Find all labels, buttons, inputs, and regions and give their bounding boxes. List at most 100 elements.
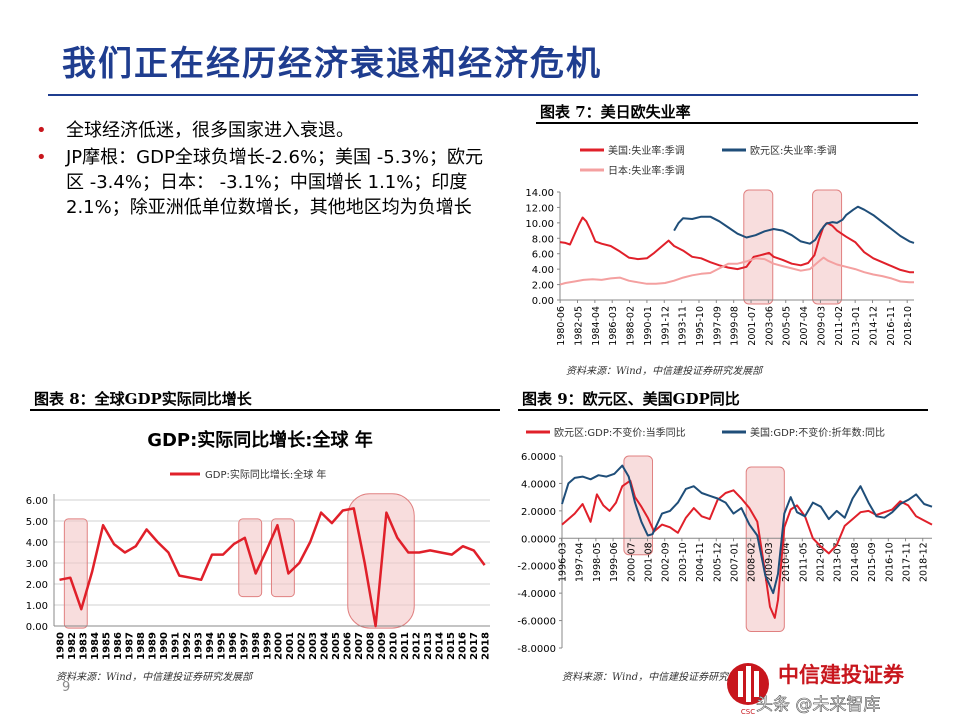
- legend-label: 欧元区:GDP:不变价:当季同比: [554, 426, 686, 439]
- y-tick-label: 2.00: [532, 281, 554, 292]
- legend-label: 日本:失业率:季调: [608, 164, 685, 177]
- x-tick-label: 1986-03: [608, 306, 619, 346]
- x-tick-label: 1991-12: [660, 306, 671, 346]
- x-tick-label: 2010-04: [781, 542, 792, 582]
- bullet-dot-icon: •: [36, 147, 47, 168]
- series-line: [561, 479, 933, 619]
- x-tick-label: 2013-01: [851, 306, 862, 346]
- y-tick-label: 3.00: [26, 559, 48, 570]
- x-tick-label: 2009-03: [816, 306, 827, 346]
- fig8-source: 资料来源：Wind，中信建投证券研究发展部: [56, 672, 253, 683]
- y-tick-label: 1.00: [26, 601, 48, 612]
- title-divider: [48, 94, 918, 96]
- x-tick-label: 2004: [320, 632, 331, 660]
- series-line: [673, 205, 915, 245]
- legend-label: 美国:GDP:不变价:折年数:同比: [750, 426, 885, 439]
- x-tick-label: 2011-05: [798, 542, 809, 582]
- x-tick-label: 2009: [377, 632, 388, 660]
- x-tick-label: 1997: [239, 632, 250, 660]
- chart-title: GDP:实际同比增长:全球 年: [147, 429, 373, 451]
- fig9-chart: 欧元区:GDP:不变价:当季同比 美国:GDP:不变价:折年数:同比 6.0000 4…: [517, 426, 933, 655]
- x-tick-label: 1996-03: [557, 542, 568, 582]
- x-tick-label: 1990: [159, 632, 170, 660]
- x-tick-label: 1996: [228, 632, 239, 660]
- logo: CSC 中信建投证券 头条 @未来智库: [722, 652, 960, 720]
- bullet-item: • JP摩根：GDP全球负增长-2.6%；美国 -5.3%；欧元区 -3.4%；日…: [34, 145, 494, 220]
- fig7-source: 资料来源：Wind，中信建投证券研究发展部: [566, 366, 763, 377]
- y-tick-label: 4.00: [26, 538, 48, 549]
- x-tick-label: 2000-07: [626, 542, 637, 582]
- y-tick-label: 2.00: [26, 580, 48, 591]
- x-tick-label: 2017: [469, 632, 480, 660]
- y-tick-label: 6.0000: [521, 452, 556, 463]
- x-tick-label: 1999-08: [730, 306, 741, 346]
- y-tick-label: 4.00: [532, 265, 554, 276]
- x-tick-label: 2010: [388, 632, 399, 660]
- y-tick-label: -4.0000: [517, 589, 556, 600]
- x-tick-label: 1982: [67, 632, 78, 660]
- x-tick-label: 2018-10: [903, 306, 914, 346]
- y-tick-label: 6.00: [26, 496, 48, 507]
- fig9-source: 资料来源：Wind，中信建投证券研究发展部: [562, 672, 759, 683]
- series-line: [559, 216, 914, 274]
- x-tick-label: 2014: [434, 632, 445, 660]
- x-tick-label: 2007-04: [799, 306, 810, 346]
- x-tick-label: 1984-04: [591, 306, 602, 346]
- y-tick-label: 5.00: [26, 517, 48, 528]
- x-tick-label: 2001: [285, 632, 296, 660]
- fig9-title: 图表 9：欧元区、美国GDP同比: [522, 390, 740, 408]
- x-tick-label: 2008-02: [747, 542, 758, 582]
- x-tick-label: 2012-06: [816, 542, 827, 582]
- highlight-box: [743, 189, 774, 305]
- x-tick-label: 2005: [331, 632, 342, 660]
- y-tick-label: -6.0000: [517, 617, 556, 628]
- bullet-text: 全球经济低迷，很多国家进入衰退。: [66, 120, 354, 141]
- highlight-box: [623, 455, 654, 556]
- x-tick-label: 1997-04: [575, 542, 586, 582]
- y-tick-label: 0.00: [26, 622, 48, 633]
- x-tick-label: 2016: [457, 632, 468, 660]
- x-tick-label: 1989: [148, 632, 159, 660]
- logo-mark-text: CSC: [741, 708, 755, 716]
- bullet-item: • 全球经济低迷，很多国家进入衰退。: [34, 118, 494, 143]
- fig7-title-rule: [536, 122, 918, 124]
- x-tick-label: 1999-06: [609, 542, 620, 582]
- x-tick-label: 2007-01: [730, 542, 741, 582]
- x-tick-label: 2011-02: [834, 306, 845, 346]
- x-tick-label: 2003-06: [764, 306, 775, 346]
- fig7-title: 图表 7：美日欧失业率: [540, 103, 691, 121]
- x-tick-label: 2012: [411, 632, 422, 660]
- page-number: 9: [62, 680, 71, 695]
- x-tick-label: 2006: [343, 632, 354, 660]
- bullet-list: • 全球经济低迷，很多国家进入衰退。 • JP摩根：GDP全球负增长-2.6%；美国…: [34, 118, 494, 222]
- series-line: [559, 256, 914, 286]
- x-tick-label: 2001-07: [747, 306, 758, 346]
- x-tick-label: 1985: [102, 632, 113, 660]
- highlight-box: [63, 518, 88, 629]
- x-tick-label: 1997-09: [712, 306, 723, 346]
- x-tick-label: 2002-09: [661, 542, 672, 582]
- highlight-box: [270, 518, 295, 598]
- x-tick-label: 1993: [193, 632, 204, 660]
- x-tick-label: 1987: [125, 632, 136, 660]
- x-tick-label: 2013: [423, 632, 434, 660]
- x-tick-label: 1990-01: [643, 306, 654, 346]
- x-tick-label: 2017-11: [902, 542, 913, 582]
- x-tick-label: 1988-02: [626, 306, 637, 346]
- legend-label: GDP:实际同比增长:全球 年: [205, 468, 326, 481]
- x-tick-label: 1984: [90, 632, 101, 660]
- x-tick-label: 1995: [216, 632, 227, 660]
- legend-label: 美国:失业率:季调: [608, 144, 685, 157]
- x-tick-label: 2015: [446, 632, 457, 660]
- x-tick-label: 2013-07: [833, 542, 844, 582]
- x-tick-label: 1992: [182, 632, 193, 660]
- x-tick-label: 2004-11: [695, 542, 706, 582]
- x-tick-label: 2016-10: [884, 542, 895, 582]
- x-tick-label: 2014-08: [850, 542, 861, 582]
- y-tick-label: 2.0000: [521, 507, 556, 518]
- series-line: [561, 464, 933, 595]
- x-tick-label: 2018: [480, 632, 491, 660]
- x-tick-label: 1980-06: [556, 306, 567, 346]
- x-tick-label: 1998-05: [592, 542, 603, 582]
